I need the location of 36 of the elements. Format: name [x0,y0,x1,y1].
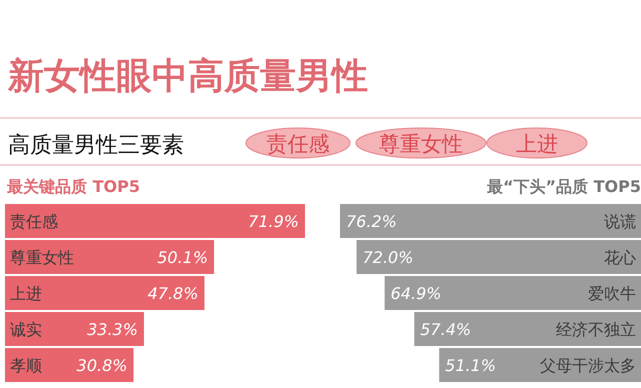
bar [439,348,641,382]
chart-title: 最关键品质 TOP5 [6,177,140,196]
y-tick-label: 爱吹牛 [588,284,636,303]
y-tick-label: 花心 [604,248,636,267]
y-tick-label: 诚实 [10,320,42,339]
bar [5,240,214,274]
data-label: 64.9% [390,284,442,303]
text: 上进 [516,132,558,156]
bar [5,312,144,346]
data-label: 51.1% [445,356,496,375]
data-label: 71.9% [248,212,299,231]
data-label: 47.8% [148,284,198,303]
chart-title: 最“下头”品质 TOP5 [486,177,641,196]
y-tick-label: 上进 [10,284,42,303]
text: 责任感 [266,132,330,156]
text: 尊重女性 [379,132,463,156]
y-tick-label: 责任感 [10,212,58,231]
data-label: 50.1% [157,248,208,267]
bar [340,204,641,238]
data-label: 33.3% [87,320,138,339]
bar [5,204,305,238]
y-tick-label: 说谎 [604,212,636,231]
bar [356,240,641,274]
text: 高质量男性三要素 [8,133,184,158]
y-tick-label: 经济不独立 [556,320,636,339]
bar [5,276,204,310]
data-label: 30.8% [76,356,128,375]
text: 新女性眼中高质量男性 [7,56,368,97]
bar [414,312,641,346]
data-label: 57.4% [420,320,472,339]
data-label: 72.0% [362,248,414,267]
y-tick-label: 孝顺 [10,356,42,375]
data-label: 76.2% [346,212,397,231]
y-tick-label: 父母干涉太多 [540,356,636,375]
bar [384,276,641,310]
y-tick-label: 尊重女性 [10,248,74,267]
